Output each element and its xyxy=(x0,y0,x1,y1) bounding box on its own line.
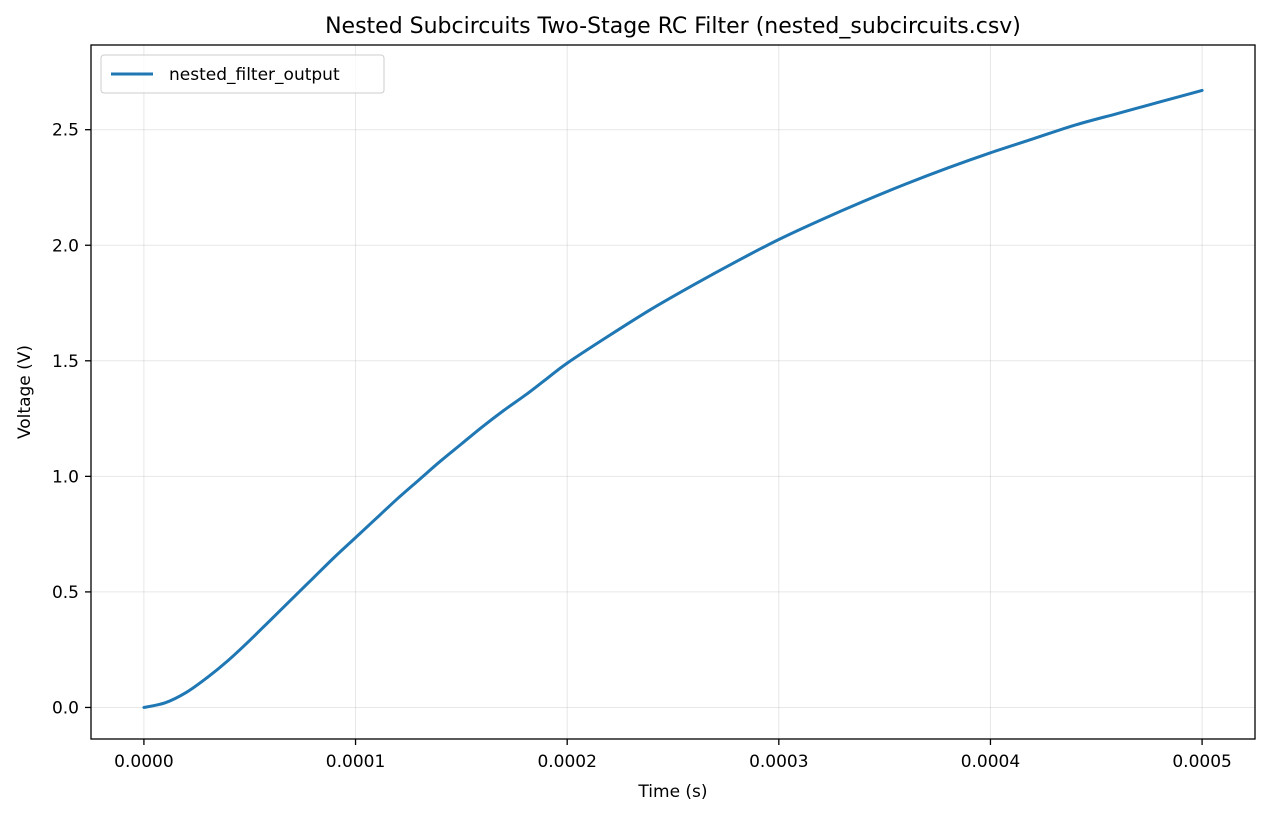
legend-label: nested_filter_output xyxy=(169,65,340,85)
series-line-nested-filter-output xyxy=(142,88,1204,709)
x-tick-label: 0.0004 xyxy=(961,752,1020,772)
y-axis: 0.0 0.5 1.0 1.5 2.0 2.5 xyxy=(52,121,91,718)
grid xyxy=(91,45,1255,739)
y-tick-label: 2.5 xyxy=(52,121,79,141)
x-axis-label: Time (s) xyxy=(637,782,707,802)
chart-title: Nested Subcircuits Two-Stage RC Filter (… xyxy=(325,14,1021,39)
y-tick-label: 0.5 xyxy=(52,583,79,603)
x-tick-label: 0.0001 xyxy=(326,752,385,772)
y-tick-label: 2.0 xyxy=(52,236,79,256)
x-axis: 0.0000 0.0001 0.0002 0.0003 0.0004 0.0005 xyxy=(114,739,1232,772)
plot-area xyxy=(142,88,1204,709)
x-tick-label: 0.0003 xyxy=(749,752,808,772)
x-tick-label: 0.0000 xyxy=(114,752,173,772)
axes-frame xyxy=(90,44,1256,740)
legend: nested_filter_output xyxy=(100,54,385,94)
y-tick-label: 0.0 xyxy=(52,698,79,718)
y-tick-label: 1.5 xyxy=(52,352,79,372)
x-tick-label: 0.0005 xyxy=(1172,752,1231,772)
legend-box xyxy=(100,54,385,94)
y-tick-label: 1.0 xyxy=(52,467,79,487)
x-tick-label: 0.0002 xyxy=(537,752,596,772)
y-axis-label: Voltage (V) xyxy=(15,345,35,439)
